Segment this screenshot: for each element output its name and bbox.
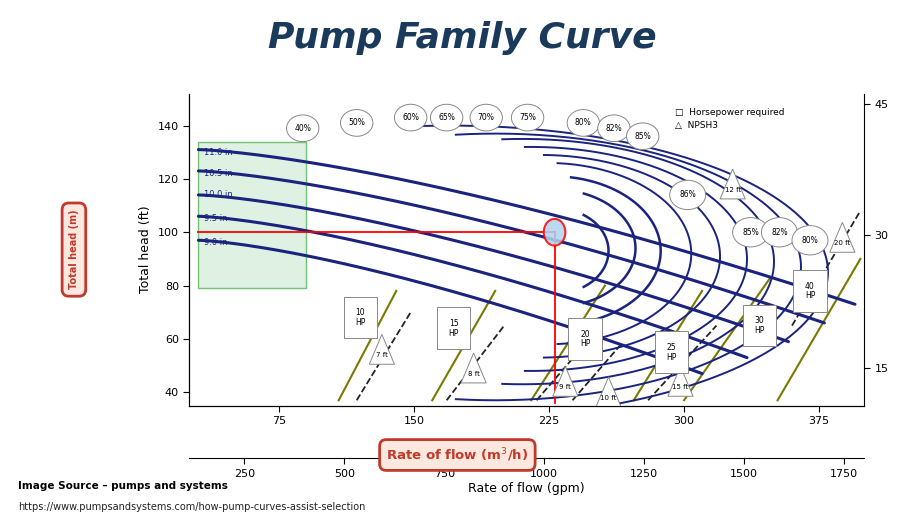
Text: 10.0 in: 10.0 in (204, 190, 233, 200)
Text: 12 ft: 12 ft (724, 187, 741, 192)
Ellipse shape (733, 217, 769, 247)
Polygon shape (553, 367, 578, 396)
Text: 10.5 in: 10.5 in (204, 169, 233, 178)
Ellipse shape (511, 105, 543, 131)
Text: 30
HP: 30 HP (754, 316, 765, 335)
Ellipse shape (670, 180, 706, 210)
Ellipse shape (761, 217, 797, 247)
Text: 50%: 50% (348, 119, 365, 127)
Text: □  Horsepower required: □ Horsepower required (675, 108, 784, 117)
Ellipse shape (341, 110, 373, 136)
Ellipse shape (395, 105, 427, 131)
Y-axis label: Total head (ft): Total head (ft) (140, 206, 152, 293)
Text: 9 ft: 9 ft (559, 384, 571, 390)
Text: 8 ft: 8 ft (468, 371, 480, 376)
Text: Total head (m): Total head (m) (69, 210, 79, 290)
Ellipse shape (792, 226, 828, 255)
Polygon shape (720, 169, 746, 199)
Text: 85%: 85% (742, 228, 759, 237)
Text: https://www.pumpsandsystems.com/how-pump-curves-assist-selection: https://www.pumpsandsystems.com/how-pump… (18, 502, 366, 512)
Polygon shape (461, 353, 486, 383)
Ellipse shape (286, 115, 319, 141)
Text: Rate of flow (m$^3$/h): Rate of flow (m$^3$/h) (386, 446, 529, 464)
Text: 9.5 in: 9.5 in (204, 214, 227, 224)
Text: 15 ft: 15 ft (673, 384, 688, 390)
Text: 86%: 86% (679, 190, 696, 200)
Polygon shape (668, 367, 693, 396)
Text: 20
HP: 20 HP (580, 330, 590, 348)
Polygon shape (830, 223, 855, 252)
Text: 80%: 80% (575, 119, 591, 127)
Text: 85%: 85% (634, 132, 651, 141)
Text: △  NPSH3: △ NPSH3 (675, 121, 718, 130)
Ellipse shape (598, 115, 630, 141)
Text: 40%: 40% (295, 124, 311, 133)
Text: 75%: 75% (519, 113, 536, 122)
Ellipse shape (431, 105, 463, 131)
Ellipse shape (543, 219, 565, 245)
Text: 20 ft: 20 ft (834, 240, 850, 246)
Polygon shape (596, 377, 621, 407)
Text: 40
HP: 40 HP (805, 282, 815, 300)
Ellipse shape (626, 123, 659, 150)
Text: 25
HP: 25 HP (666, 343, 676, 361)
Text: 65%: 65% (438, 113, 456, 122)
Text: 7 ft: 7 ft (376, 352, 388, 358)
Text: 82%: 82% (605, 124, 622, 133)
Ellipse shape (567, 110, 600, 136)
Text: 11.0 in: 11.0 in (204, 148, 233, 157)
Text: 80%: 80% (802, 236, 819, 245)
Text: 70%: 70% (478, 113, 494, 122)
Text: 60%: 60% (402, 113, 419, 122)
Text: Pump Family Curve: Pump Family Curve (268, 21, 656, 55)
FancyBboxPatch shape (199, 141, 307, 288)
Ellipse shape (470, 105, 503, 131)
X-axis label: Rate of flow (gpm): Rate of flow (gpm) (468, 482, 585, 495)
Text: 9.0 in: 9.0 in (204, 239, 227, 248)
Text: 15
HP: 15 HP (449, 319, 459, 337)
Polygon shape (370, 334, 395, 365)
Text: 10
HP: 10 HP (355, 308, 366, 327)
Text: 10 ft: 10 ft (601, 395, 616, 400)
Text: 82%: 82% (772, 228, 788, 237)
Text: Image Source – pumps and systems: Image Source – pumps and systems (18, 482, 228, 491)
